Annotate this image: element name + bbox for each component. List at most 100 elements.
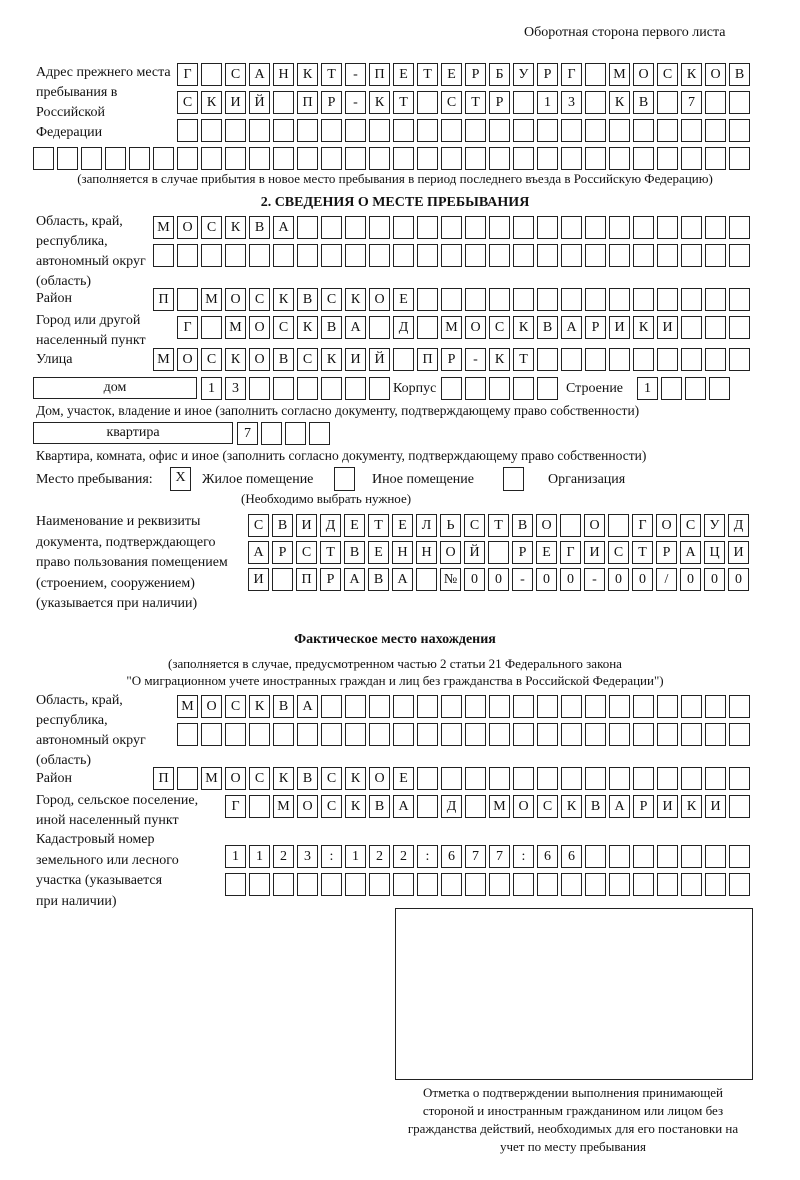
char-cell[interactable]	[249, 723, 270, 746]
char-cell[interactable]	[417, 767, 438, 790]
char-cell[interactable]: Д	[393, 316, 414, 339]
char-cell[interactable]: Р	[441, 348, 462, 371]
char-cell[interactable]: С	[608, 541, 629, 564]
char-cell[interactable]: П	[417, 348, 438, 371]
char-cell[interactable]	[345, 119, 366, 142]
char-cell[interactable]: О	[513, 795, 534, 818]
char-cell[interactable]	[537, 348, 558, 371]
char-cell[interactable]: Т	[465, 91, 486, 114]
char-cell[interactable]	[261, 422, 282, 445]
char-cell[interactable]	[681, 316, 702, 339]
char-cell[interactable]: В	[272, 514, 293, 537]
char-cell[interactable]	[513, 377, 534, 400]
char-cell[interactable]	[657, 723, 678, 746]
char-cell[interactable]: С	[680, 514, 701, 537]
char-cell[interactable]	[585, 348, 606, 371]
char-cell[interactable]	[465, 119, 486, 142]
char-cell[interactable]: Г	[632, 514, 653, 537]
char-cell[interactable]	[561, 119, 582, 142]
char-cell[interactable]: 1	[201, 377, 222, 400]
char-cell[interactable]: С	[177, 91, 198, 114]
char-cell[interactable]	[369, 119, 390, 142]
char-cell[interactable]	[465, 695, 486, 718]
char-cell[interactable]: К	[681, 795, 702, 818]
char-cell[interactable]	[201, 119, 222, 142]
char-cell[interactable]	[609, 348, 630, 371]
char-cell[interactable]: С	[297, 348, 318, 371]
char-cell[interactable]: У	[513, 63, 534, 86]
char-cell[interactable]	[585, 216, 606, 239]
char-cell[interactable]	[441, 147, 462, 170]
char-cell[interactable]	[513, 695, 534, 718]
char-cell[interactable]	[681, 288, 702, 311]
char-cell[interactable]: 0	[704, 568, 725, 591]
char-cell[interactable]: Й	[369, 348, 390, 371]
char-cell[interactable]	[177, 244, 198, 267]
char-cell[interactable]	[657, 845, 678, 868]
char-cell[interactable]: И	[345, 348, 366, 371]
char-cell[interactable]	[609, 845, 630, 868]
char-cell[interactable]: К	[297, 63, 318, 86]
char-cell[interactable]: В	[368, 568, 389, 591]
char-cell[interactable]	[177, 767, 198, 790]
char-cell[interactable]	[633, 244, 654, 267]
char-cell[interactable]	[417, 119, 438, 142]
char-cell[interactable]	[633, 216, 654, 239]
char-cell[interactable]	[129, 147, 150, 170]
char-cell[interactable]	[561, 216, 582, 239]
char-cell[interactable]	[57, 147, 78, 170]
char-cell[interactable]: К	[297, 316, 318, 339]
char-cell[interactable]	[513, 216, 534, 239]
char-cell[interactable]	[273, 377, 294, 400]
char-cell[interactable]	[273, 723, 294, 746]
char-cell[interactable]	[560, 514, 581, 537]
char-cell[interactable]	[705, 695, 726, 718]
char-cell[interactable]	[417, 288, 438, 311]
char-cell[interactable]	[633, 147, 654, 170]
char-cell[interactable]	[297, 119, 318, 142]
char-cell[interactable]	[489, 244, 510, 267]
char-cell[interactable]: С	[464, 514, 485, 537]
char-cell[interactable]	[585, 288, 606, 311]
char-cell[interactable]: Е	[393, 63, 414, 86]
char-cell[interactable]: А	[249, 63, 270, 86]
char-cell[interactable]: Т	[488, 514, 509, 537]
char-cell[interactable]	[561, 767, 582, 790]
char-cell[interactable]	[585, 91, 606, 114]
char-cell[interactable]	[489, 119, 510, 142]
char-cell[interactable]	[441, 873, 462, 896]
char-cell[interactable]: К	[201, 91, 222, 114]
char-cell[interactable]	[369, 147, 390, 170]
char-cell[interactable]	[417, 316, 438, 339]
char-cell[interactable]: Р	[512, 541, 533, 564]
char-cell[interactable]	[537, 695, 558, 718]
char-cell[interactable]: К	[345, 767, 366, 790]
char-cell[interactable]	[609, 723, 630, 746]
char-cell[interactable]: Е	[536, 541, 557, 564]
char-cell[interactable]: П	[297, 91, 318, 114]
char-cell[interactable]	[465, 244, 486, 267]
char-cell[interactable]	[345, 873, 366, 896]
char-cell[interactable]	[249, 377, 270, 400]
char-cell[interactable]: К	[369, 91, 390, 114]
char-cell[interactable]	[489, 723, 510, 746]
char-cell[interactable]: С	[249, 767, 270, 790]
char-cell[interactable]: :	[417, 845, 438, 868]
flat-type-field[interactable]: квартира	[33, 422, 233, 444]
char-cell[interactable]: №	[440, 568, 461, 591]
char-cell[interactable]: И	[657, 316, 678, 339]
char-cell[interactable]	[729, 795, 750, 818]
char-cell[interactable]: В	[512, 514, 533, 537]
char-cell[interactable]: И	[296, 514, 317, 537]
char-cell[interactable]	[705, 147, 726, 170]
char-cell[interactable]: В	[369, 795, 390, 818]
char-cell[interactable]	[369, 695, 390, 718]
char-cell[interactable]	[225, 119, 246, 142]
char-cell[interactable]	[657, 873, 678, 896]
char-cell[interactable]	[633, 695, 654, 718]
char-cell[interactable]	[249, 244, 270, 267]
